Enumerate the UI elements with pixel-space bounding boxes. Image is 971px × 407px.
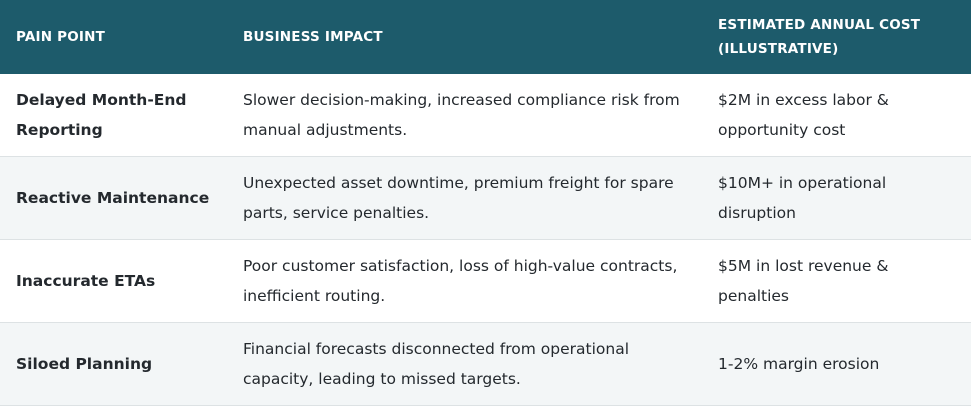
impact-cell: Poor customer satisfaction, loss of high… [227,239,702,323]
header-row: Pain Point Business Impact Estimated Ann… [0,0,971,74]
table-row: Inaccurate ETAs Poor customer satisfacti… [0,239,971,323]
cost-cell: $2M in excess labor & opportunity cost [702,74,971,157]
header-annual-cost: Estimated Annual Cost (Illustrative) [702,0,971,74]
header-pain-point: Pain Point [0,0,227,74]
cost-cell: 1-2% margin erosion [702,322,971,406]
pain-point-cell: Delayed Month-End Reporting [0,74,227,157]
impact-cell: Slower decision-making, increased compli… [227,74,702,157]
impact-cell: Unexpected asset downtime, premium freig… [227,156,702,240]
pain-point-cell: Siloed Planning [0,322,227,406]
table-row: Siloed Planning Financial forecasts disc… [0,322,971,406]
table-row: Delayed Month-End Reporting Slower decis… [0,74,971,157]
pain-point-cell: Reactive Maintenance [0,156,227,240]
impact-cell: Financial forecasts disconnected from op… [227,322,702,406]
table-row: Reactive Maintenance Unexpected asset do… [0,156,971,240]
pain-point-cell: Inaccurate ETAs [0,239,227,323]
header-business-impact: Business Impact [227,0,702,74]
cost-cell: $10M+ in operational disruption [702,156,971,240]
cost-cell: $5M in lost revenue & penalties [702,239,971,323]
